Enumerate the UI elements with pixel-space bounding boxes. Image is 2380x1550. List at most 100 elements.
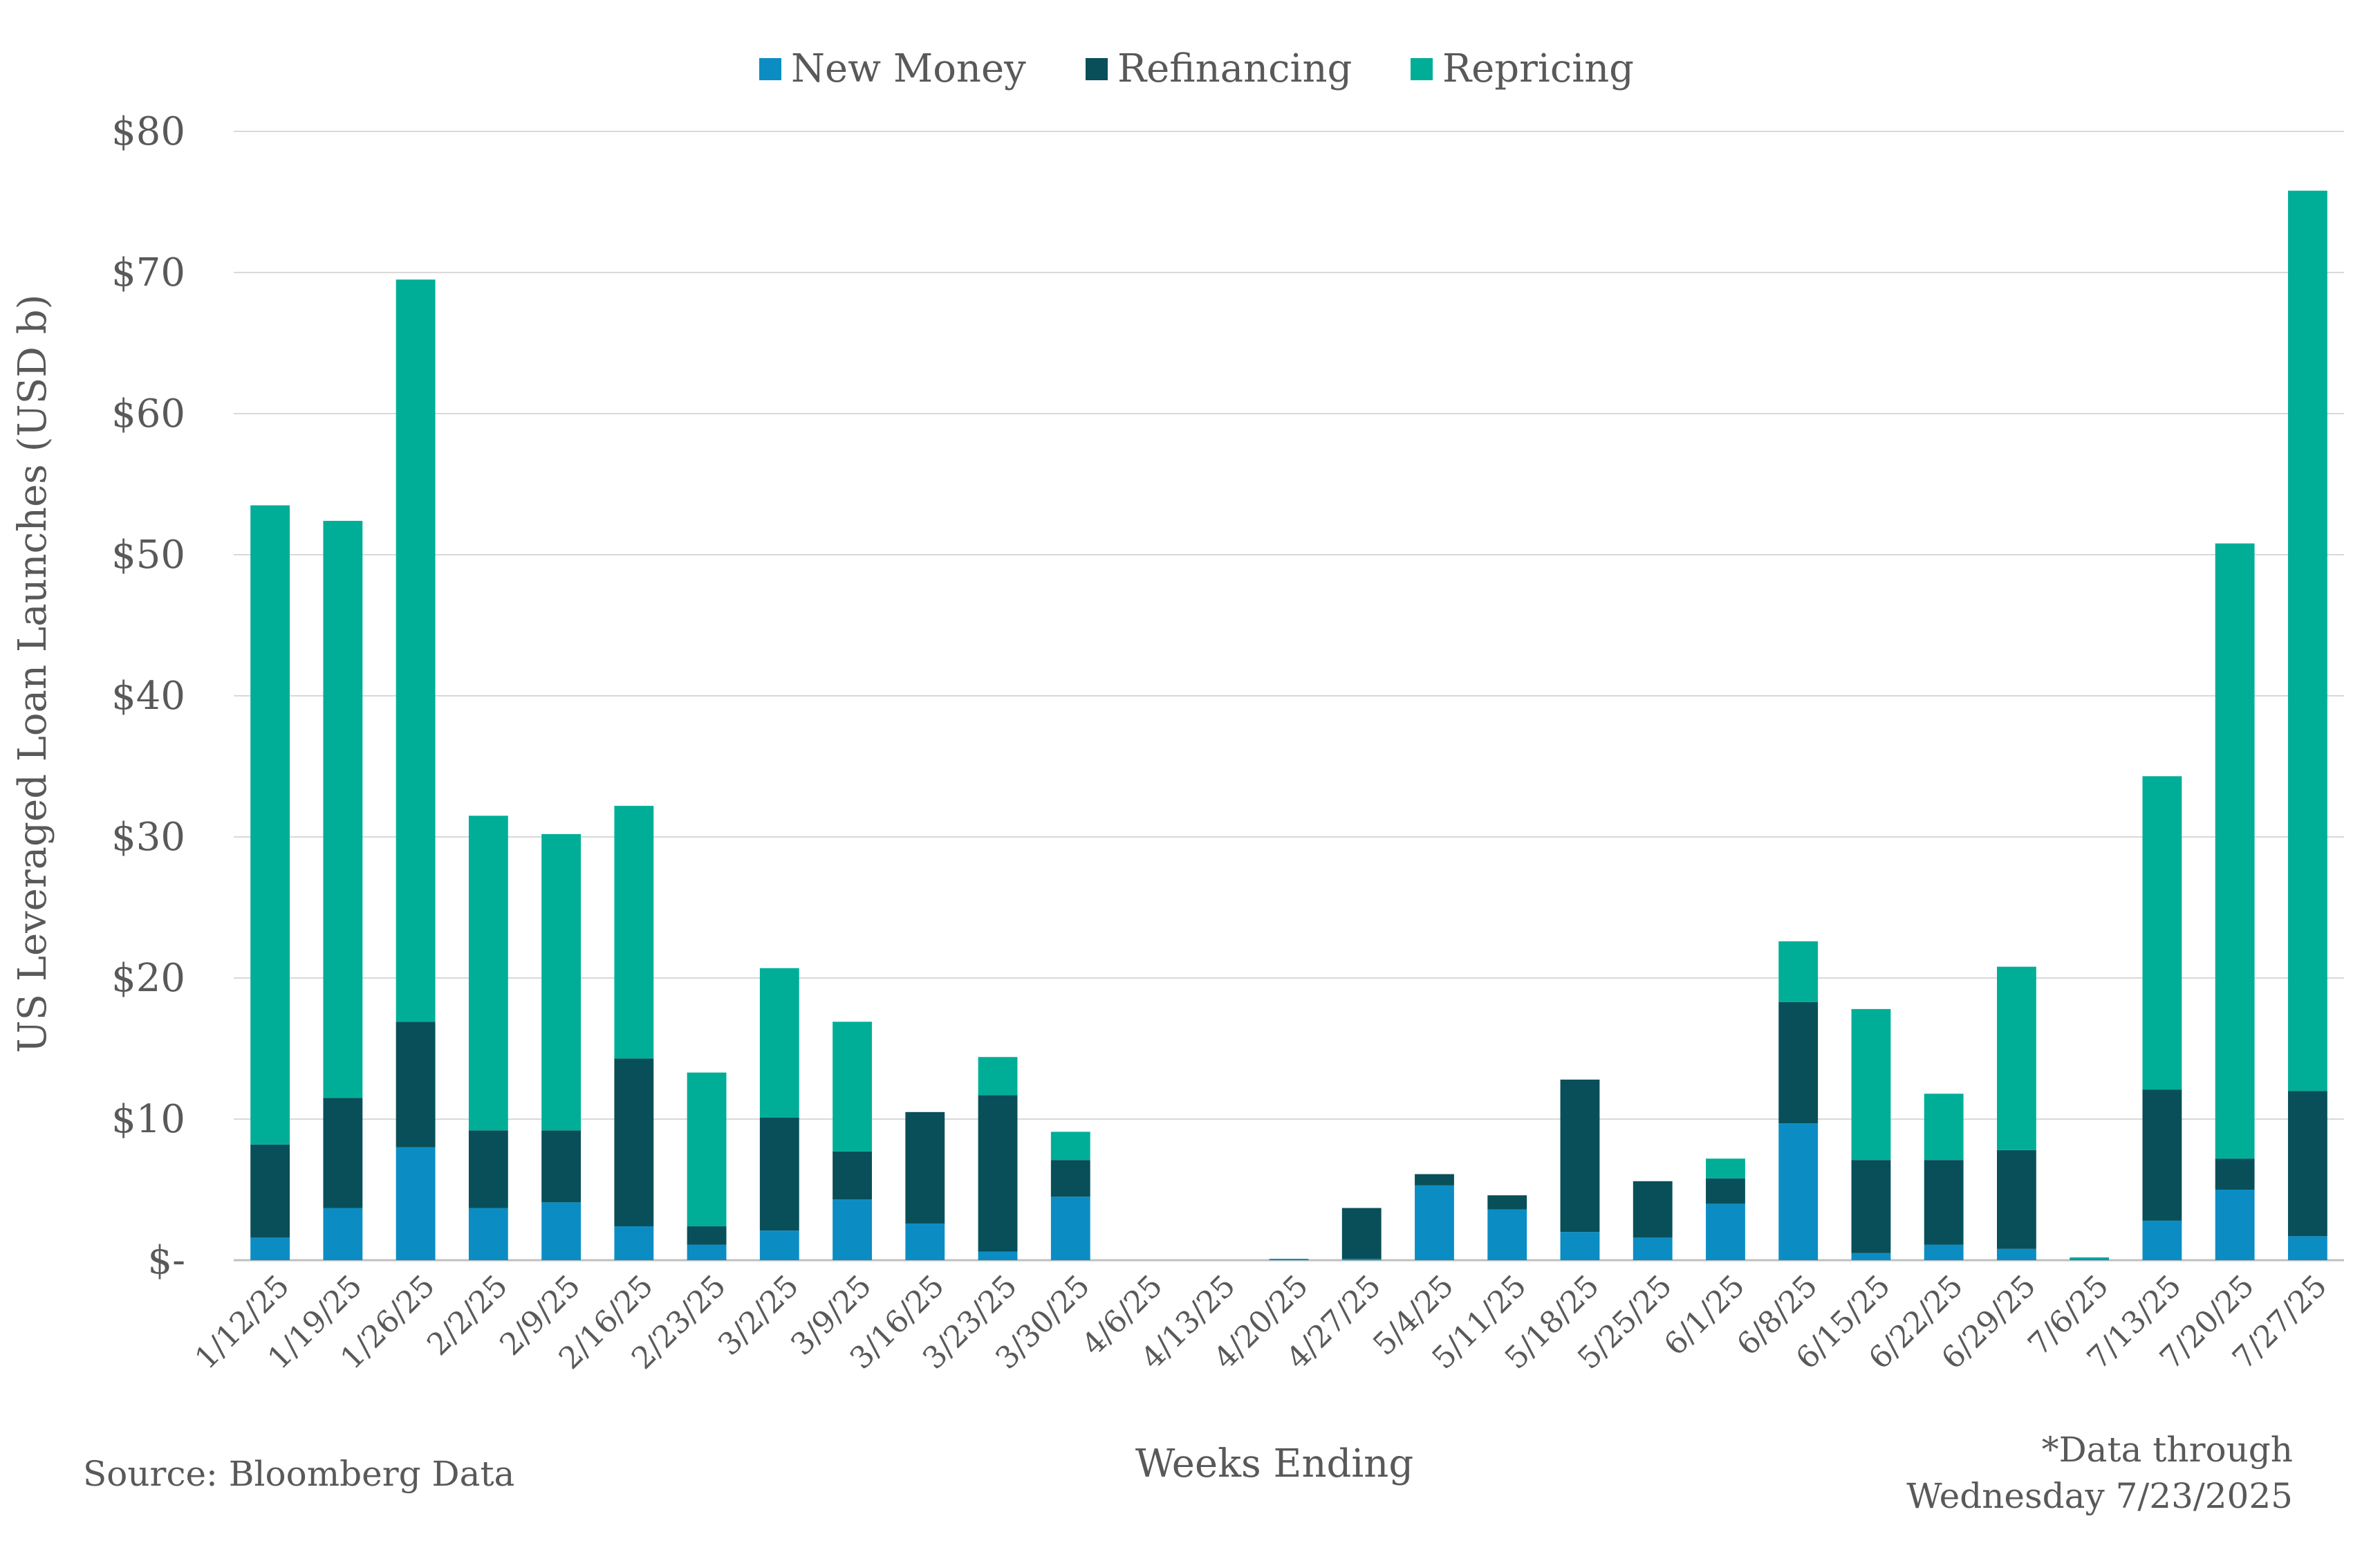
bar-new-money xyxy=(2070,1258,2110,1260)
bar-new-money xyxy=(1269,1258,1309,1260)
bar-new-money xyxy=(250,1237,290,1260)
legend-label: Refinancing xyxy=(1117,46,1352,91)
bar-repricing xyxy=(396,279,436,1022)
bar-repricing xyxy=(614,806,654,1059)
bar-repricing xyxy=(2070,1257,2110,1259)
legend-swatch xyxy=(1411,58,1433,80)
bar-refinancing xyxy=(323,1098,363,1208)
bar-refinancing xyxy=(905,1111,945,1224)
bar-repricing xyxy=(541,833,582,1131)
gridlines xyxy=(234,131,2344,1262)
bar-repricing xyxy=(250,505,290,1145)
legend-swatch xyxy=(759,58,781,80)
bar-repricing xyxy=(1851,1008,1891,1161)
legend-swatch xyxy=(1086,58,1108,80)
bar-repricing xyxy=(468,815,508,1131)
bar-refinancing xyxy=(468,1130,508,1208)
bar-repricing xyxy=(687,1072,727,1227)
bar-refinancing xyxy=(1560,1079,1600,1233)
bar-new-money xyxy=(1851,1253,1891,1260)
bar-refinancing xyxy=(833,1151,872,1200)
y-tick-label: $40 xyxy=(111,674,185,719)
x-axis-title: Weeks Ending xyxy=(1135,1441,1413,1486)
bar-repricing xyxy=(323,521,363,1098)
bar-new-money xyxy=(2142,1220,2182,1260)
bar-new-money xyxy=(468,1208,508,1260)
bar-refinancing xyxy=(1050,1160,1090,1197)
bar-refinancing xyxy=(1778,1002,1819,1124)
y-tick-label: $70 xyxy=(111,250,185,295)
bar-repricing xyxy=(1050,1132,1090,1161)
bar-new-money xyxy=(1778,1123,1819,1260)
bar-repricing xyxy=(759,968,799,1118)
bar-refinancing xyxy=(2215,1159,2255,1190)
y-tick-label: $50 xyxy=(111,533,185,578)
y-axis-title: US Leveraged Loan Launches (USD b) xyxy=(10,294,55,1053)
y-tick-label: $20 xyxy=(111,956,185,1001)
legend-label: New Money xyxy=(791,46,1026,91)
bar-new-money xyxy=(687,1244,727,1260)
bar-new-money xyxy=(905,1223,945,1260)
bar-repricing xyxy=(2287,190,2327,1091)
bar-new-money xyxy=(541,1202,582,1260)
bar-new-money xyxy=(1633,1237,1673,1260)
bar-refinancing xyxy=(1996,1150,2036,1249)
bar-new-money xyxy=(833,1199,872,1260)
bar-new-money xyxy=(1050,1197,1090,1260)
bar-refinancing xyxy=(1341,1208,1382,1259)
bar-new-money xyxy=(1706,1203,1745,1260)
source-note: Source: Bloomberg Data xyxy=(83,1454,514,1494)
bar-refinancing xyxy=(396,1022,436,1147)
bar-refinancing xyxy=(2287,1091,2327,1237)
bar-new-money xyxy=(1996,1248,2036,1260)
data-through-note-line1: *Data through xyxy=(2042,1430,2293,1470)
bar-new-money xyxy=(1415,1185,1454,1260)
y-tick-label: $80 xyxy=(111,109,185,154)
bar-refinancing xyxy=(1415,1174,1454,1185)
y-tick-label: $30 xyxy=(111,815,185,860)
bar-refinancing xyxy=(250,1144,290,1238)
bar-new-money xyxy=(1560,1232,1600,1260)
bar-refinancing xyxy=(1924,1160,1964,1245)
bar-new-money xyxy=(1487,1209,1527,1260)
bar-refinancing xyxy=(1633,1181,1673,1238)
data-through-note-line2: Wednesday 7/23/2025 xyxy=(1906,1476,2293,1516)
bar-repricing xyxy=(1924,1094,1964,1161)
bar-refinancing xyxy=(2142,1089,2182,1221)
x-tick-label: 3/2/25 xyxy=(712,1268,806,1363)
bar-new-money xyxy=(759,1230,799,1260)
bar-new-money xyxy=(323,1208,363,1260)
bar-new-money xyxy=(1924,1244,1964,1260)
bar-new-money xyxy=(978,1251,1018,1260)
y-tick-label: $60 xyxy=(111,391,185,436)
bar-refinancing xyxy=(687,1226,727,1245)
y-tick-label: $- xyxy=(147,1238,185,1283)
bar-refinancing xyxy=(978,1095,1018,1252)
bar-refinancing xyxy=(1487,1195,1527,1210)
bar-repricing xyxy=(2142,776,2182,1090)
bar-new-money xyxy=(614,1226,654,1260)
bar-refinancing xyxy=(541,1130,582,1203)
bar-new-money xyxy=(2215,1190,2255,1260)
bar-repricing xyxy=(2215,543,2255,1159)
bar-refinancing xyxy=(1706,1178,1745,1204)
x-tick-label: 2/2/25 xyxy=(420,1268,514,1363)
legend: New Money Refinancing Repricing xyxy=(759,46,1634,91)
bar-refinancing xyxy=(759,1117,799,1231)
bar-new-money xyxy=(396,1147,436,1260)
bar-new-money xyxy=(1341,1258,1382,1260)
x-axis-ticks: 1/12/251/19/251/26/252/2/252/9/252/16/25… xyxy=(188,1268,2334,1376)
y-axis-ticks: $- $10 $20 $30 $40 $50 $60 $70 $80 xyxy=(111,109,185,1283)
bar-repricing xyxy=(1996,966,2036,1150)
bar-repricing xyxy=(1706,1159,1745,1179)
bars xyxy=(250,190,2327,1260)
legend-label: Repricing xyxy=(1442,46,1634,91)
bar-repricing xyxy=(833,1022,872,1152)
y-tick-label: $10 xyxy=(111,1097,185,1142)
bar-repricing xyxy=(978,1057,1018,1096)
x-tick-label: 6/1/25 xyxy=(1657,1268,1751,1363)
bar-refinancing xyxy=(614,1058,654,1227)
bar-new-money xyxy=(2287,1236,2327,1260)
bar-refinancing xyxy=(1851,1160,1891,1253)
bar-repricing xyxy=(1778,941,1819,1002)
